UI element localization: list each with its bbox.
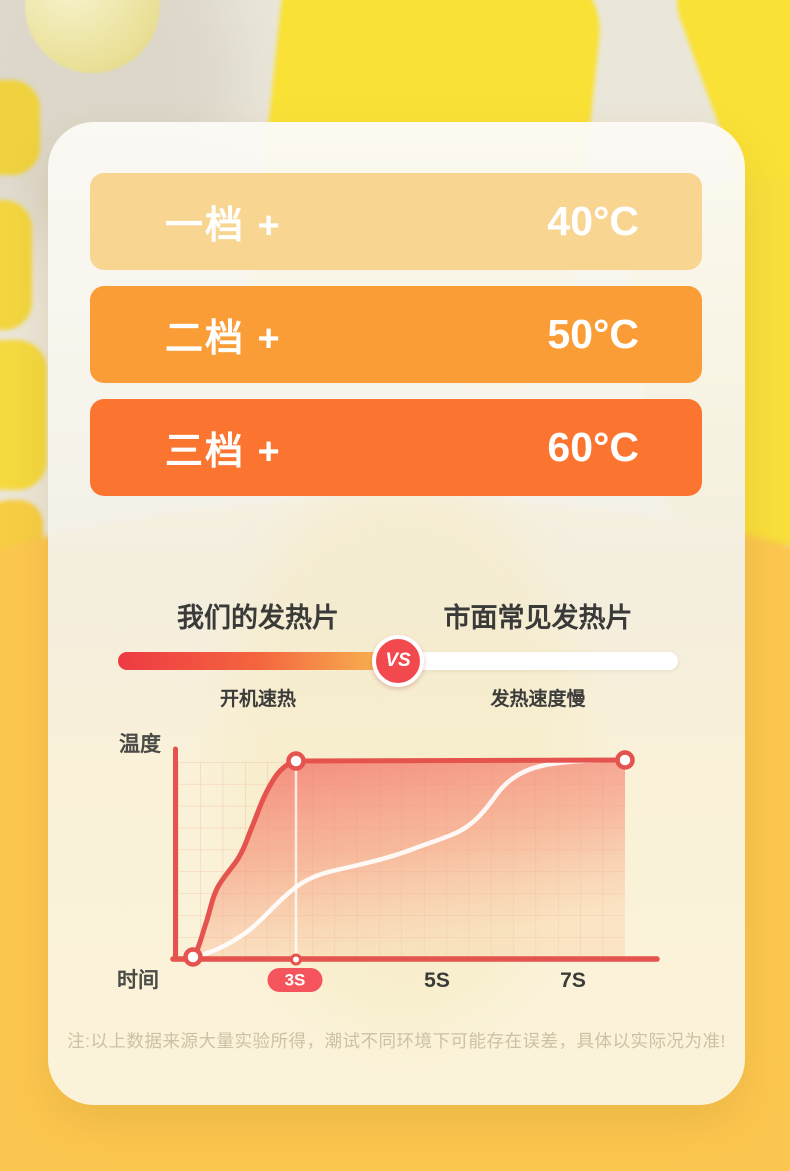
heat-level-temperature: 60°C bbox=[547, 424, 639, 470]
heat-levels: 一档 + 40°C 二档 + 50°C 三档 + 60°C bbox=[90, 173, 702, 512]
tick-label-3s: 3S bbox=[285, 971, 306, 990]
our-curve bbox=[190, 757, 628, 960]
heat-level-temperature: 50°C bbox=[547, 311, 639, 357]
tick-badge-3s bbox=[267, 968, 323, 992]
comparison-track-left bbox=[118, 652, 398, 670]
bg-yellow-blob bbox=[0, 200, 32, 330]
comparison-right-title: 市面常见发热片 bbox=[443, 603, 633, 633]
heat-level-temperature: 40°C bbox=[547, 198, 639, 244]
x-axis-label: 时间 bbox=[117, 969, 159, 992]
heat-level-label: 三档 + bbox=[165, 431, 282, 473]
disclaimer-note: 注:以上数据来源大量实验所得，潮试不同环境下可能存在误差，具体以实际况为准! bbox=[67, 1031, 726, 1051]
temperature-chart-svg: 温度 时间 3S 5S 7S bbox=[117, 732, 660, 992]
temperature-chart: 温度 时间 3S 5S 7S bbox=[100, 725, 720, 1010]
bg-yellow-blob bbox=[0, 340, 47, 490]
data-point-3s-peak bbox=[286, 751, 306, 771]
comparison-track: VS bbox=[118, 635, 678, 687]
bg-yellow-blob bbox=[0, 80, 40, 175]
content-card: 一档 + 40°C 二档 + 50°C 三档 + 60°C 我们的发热片 市面常… bbox=[48, 122, 745, 1105]
heat-level-bar-3: 三档 + 60°C bbox=[90, 399, 702, 496]
tick-label-7s: 7S bbox=[560, 969, 586, 992]
data-point-origin bbox=[183, 947, 203, 967]
vs-badge: VS bbox=[372, 635, 424, 687]
comparison-section: 我们的发热片 市面常见发热片 VS 开机速热 发热速度慢 bbox=[118, 596, 678, 711]
heat-level-bar-1: 一档 + 40°C bbox=[90, 173, 702, 270]
heat-level-label: 二档 + bbox=[165, 318, 282, 360]
comparison-right-caption: 发热速度慢 bbox=[490, 689, 586, 710]
comparison-left-caption: 开机速热 bbox=[219, 689, 296, 710]
competitor-curve bbox=[190, 757, 623, 960]
heat-level-bar-2: 二档 + 50°C bbox=[90, 286, 702, 383]
comparison-left-title: 我们的发热片 bbox=[177, 603, 339, 633]
comparison-track-right bbox=[398, 652, 678, 670]
heat-level-label: 一档 + bbox=[165, 205, 282, 247]
data-point-end bbox=[615, 750, 635, 770]
tick-label-5s: 5S bbox=[424, 969, 450, 992]
y-axis-label: 温度 bbox=[119, 732, 161, 756]
axis-marker-3s bbox=[290, 953, 302, 966]
our-curve-area bbox=[193, 760, 625, 957]
